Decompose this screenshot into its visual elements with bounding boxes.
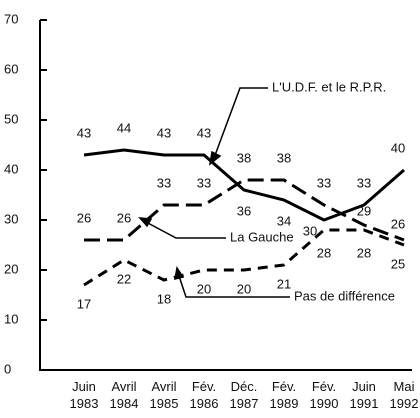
data-label: 36 [237, 203, 251, 218]
y-tick-label: 30 [4, 211, 18, 226]
y-tick-label: 20 [4, 261, 18, 276]
x-tick-label: Avril 1984 [110, 379, 139, 411]
annotation-arrow [178, 275, 290, 298]
y-tick-label: 70 [4, 11, 18, 26]
data-label: 29 [357, 203, 371, 218]
x-tick-label: Fév. 1990 [310, 379, 339, 411]
data-label: 26 [391, 216, 405, 231]
annotation-arrow [213, 87, 268, 159]
data-label: 38 [277, 150, 291, 165]
x-tick-label: Avril 1985 [150, 379, 179, 411]
series-label: La Gauche [230, 229, 294, 244]
data-label: 22 [117, 271, 131, 286]
data-label: 17 [77, 296, 91, 311]
data-label: 33 [157, 175, 171, 190]
data-label: 28 [357, 245, 371, 260]
annotation-arrow [145, 221, 226, 239]
series-line [84, 178, 405, 242]
data-label: 18 [157, 291, 171, 306]
data-label: 20 [197, 281, 211, 296]
data-label: 43 [197, 125, 211, 140]
x-tick-label: Fév. 1986 [190, 379, 219, 411]
data-label: 20 [237, 281, 251, 296]
series-line [83, 148, 405, 222]
data-label: 33 [317, 175, 331, 190]
y-tick-label: 0 [4, 361, 11, 376]
data-label: 30 [303, 223, 317, 238]
series-label: L'U.D.F. et le R.P.R. [272, 79, 386, 94]
data-label: 34 [277, 213, 291, 228]
series-line [83, 228, 405, 287]
data-label: 40 [391, 140, 405, 155]
y-tick-label: 10 [4, 311, 18, 326]
data-label: 43 [157, 125, 171, 140]
data-label: 38 [237, 150, 251, 165]
x-tick-label: Déc. 1987 [230, 379, 259, 411]
data-label: 43 [77, 125, 91, 140]
data-label: 33 [357, 175, 371, 190]
x-tick-label: Juin 1991 [350, 379, 379, 411]
x-tick-label: Fév. 1989 [270, 379, 299, 411]
data-label: 21 [277, 276, 291, 291]
data-label: 44 [117, 120, 131, 135]
x-tick-label: Juin 1983 [70, 379, 99, 411]
data-label: 26 [117, 210, 131, 225]
data-label: 25 [391, 256, 405, 271]
y-tick-label: 40 [4, 161, 18, 176]
y-tick-label: 60 [4, 61, 18, 76]
series-label: Pas de différence [294, 288, 395, 303]
y-tick-label: 50 [4, 111, 18, 126]
data-label: 26 [77, 210, 91, 225]
data-label: 33 [197, 175, 211, 190]
data-label: 28 [317, 245, 331, 260]
x-tick-label: Mai 1992 [390, 379, 419, 411]
